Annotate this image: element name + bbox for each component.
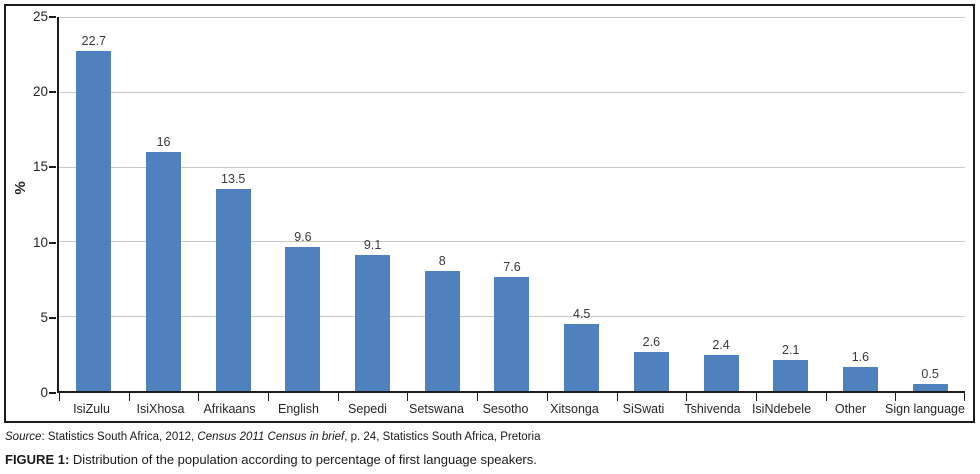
x-tick-mark	[895, 393, 897, 401]
bar-value-label: 9.1	[363, 237, 382, 252]
bar-value-label: 9.6	[294, 230, 312, 245]
bar-value-label: 13.5	[221, 172, 246, 187]
y-tick-mark	[49, 16, 56, 18]
bar-value-label: 16	[156, 134, 171, 149]
x-category-label: Sepedi	[348, 402, 387, 416]
x-category-label: Sesotho	[482, 402, 529, 416]
x-category-label: IsiXhosa	[136, 402, 185, 416]
gridline	[59, 91, 965, 93]
bar	[76, 51, 112, 391]
bar-value-label: 4.5	[572, 306, 591, 321]
bar	[285, 247, 321, 391]
bar	[494, 277, 530, 391]
y-tick-mark	[49, 166, 56, 169]
bar-group: 7.6	[477, 17, 547, 391]
y-tick-mark	[49, 241, 56, 244]
bar	[912, 383, 948, 391]
x-tick-mark	[825, 393, 827, 401]
bar-value-label: 2.4	[712, 338, 730, 353]
bar-value-label: 1.6	[851, 350, 870, 365]
y-tick-mark	[49, 91, 56, 94]
bar-value-label: 2.6	[642, 335, 661, 350]
x-tick-mark	[616, 393, 618, 401]
chart-container: % 0 5 10 15 20 25 22.7 16 13.5 9.6 9.1 8 7.6 4.5 2.6 2…	[4, 4, 975, 423]
bar-group: 2.4	[686, 17, 756, 391]
bar	[842, 367, 878, 391]
x-tick-mark	[477, 393, 479, 401]
x-tick-mark	[268, 393, 270, 401]
x-category-label: Tshivenda	[684, 402, 741, 416]
bar-value-label: 2.1	[782, 342, 800, 357]
figure-caption-label: FIGURE 1:	[5, 452, 70, 467]
bar-group: 0.5	[895, 17, 965, 391]
bars-row: 22.7 16 13.5 9.6 9.1 8 7.6 4.5 2.6 2.4 2.1 1.6 0.5	[59, 17, 965, 391]
bar-group: 13.5	[198, 17, 268, 391]
x-tick-mark	[755, 393, 757, 401]
bar-group: 4.5	[547, 17, 617, 391]
x-category-label: Setswana	[409, 402, 464, 416]
figure-caption: FIGURE 1: Distribution of the population…	[5, 452, 537, 467]
source-text-2: , p. 24, Statistics South Africa, Pretor…	[344, 431, 541, 443]
gridline	[59, 241, 965, 243]
bar	[215, 189, 251, 391]
bar	[146, 151, 182, 391]
x-category-label: IsiNdebele	[751, 402, 812, 416]
y-tick-mark	[49, 392, 56, 394]
source-title-italic: Census 2011 Census in brief	[197, 431, 345, 443]
y-tick-label: 5	[40, 309, 48, 325]
figure-caption-text: Distribution of the population according…	[69, 452, 537, 467]
gridline	[59, 17, 965, 18]
x-tick-mark	[337, 393, 339, 401]
x-tick-mark	[546, 393, 548, 401]
bar	[633, 352, 669, 391]
bar	[424, 271, 460, 391]
bar-group: 9.6	[268, 17, 338, 391]
x-category-label: Other	[834, 402, 867, 416]
x-tick-mark	[59, 393, 60, 401]
bar-value-label: 8	[438, 254, 446, 269]
x-axis-labels: IsiZulu IsiXhosa Afrikaans English Sepedi Set…	[57, 402, 965, 416]
bar-value-label: 22.7	[81, 34, 107, 49]
gridline	[59, 166, 965, 168]
y-tick-label: 15	[32, 159, 48, 175]
bar-group: 9.1	[338, 17, 408, 391]
y-tick-label: 25	[32, 9, 48, 24]
x-category-label: English	[278, 402, 319, 416]
source-label: Source	[5, 431, 42, 443]
y-tick-label: 10	[32, 234, 48, 250]
x-category-label: Sign language	[885, 402, 965, 416]
bar-group: 2.1	[756, 17, 826, 391]
source-text-1: : Statistics South Africa, 2012,	[41, 431, 198, 443]
bar	[355, 254, 391, 391]
y-tick-mark	[49, 316, 56, 319]
x-tick-mark	[686, 393, 688, 401]
x-tick-mark	[198, 393, 200, 401]
y-tick-label: 20	[32, 84, 48, 100]
x-tick-mark	[964, 393, 965, 401]
bar	[703, 355, 739, 391]
plot-area: 22.7 16 13.5 9.6 9.1 8 7.6 4.5 2.6 2.4 2.1 1.6 0.5	[57, 17, 965, 401]
y-tick-label: 0	[40, 385, 48, 400]
bar-group: 1.6	[826, 17, 896, 391]
source-note: Source: Statistics South Africa, 2012, C…	[5, 431, 540, 443]
bar	[564, 323, 600, 391]
x-tick-mark	[407, 393, 409, 401]
bar-group: 22.7	[59, 17, 129, 391]
x-category-label: Afrikaans	[203, 402, 256, 416]
x-category-label: Xitsonga	[550, 402, 599, 416]
x-tick-mark	[128, 393, 130, 401]
bar-group: 16	[129, 17, 199, 391]
bar-value-label: 0.5	[921, 366, 939, 381]
x-category-label: IsiZulu	[73, 402, 110, 416]
bar	[773, 359, 809, 391]
bar-group: 8	[407, 17, 477, 391]
x-category-label: SiSwati	[622, 402, 665, 416]
bar-group: 2.6	[617, 17, 687, 391]
bar-value-label: 7.6	[503, 260, 521, 275]
